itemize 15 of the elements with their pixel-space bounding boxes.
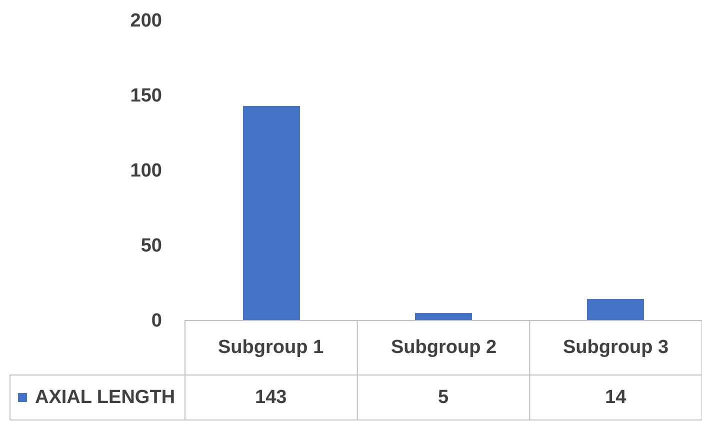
bar [587, 299, 644, 320]
bar [415, 313, 472, 320]
y-tick-label: 100 [130, 160, 162, 182]
x-tick-label: Subgroup 3 [563, 337, 669, 358]
x-tick-label: Subgroup 1 [218, 337, 324, 358]
y-tick-label: 50 [140, 236, 162, 257]
legend-label: AXIAL LENGTH [35, 387, 176, 408]
data-label: 14 [605, 387, 627, 408]
data-label: 5 [438, 387, 449, 408]
y-tick-label: 150 [130, 86, 162, 107]
bar [243, 106, 300, 320]
data-label: 143 [255, 387, 287, 408]
y-tick-label: 200 [130, 10, 162, 32]
y-tick-label: 0 [151, 310, 162, 332]
x-tick-label: Subgroup 2 [391, 337, 497, 358]
